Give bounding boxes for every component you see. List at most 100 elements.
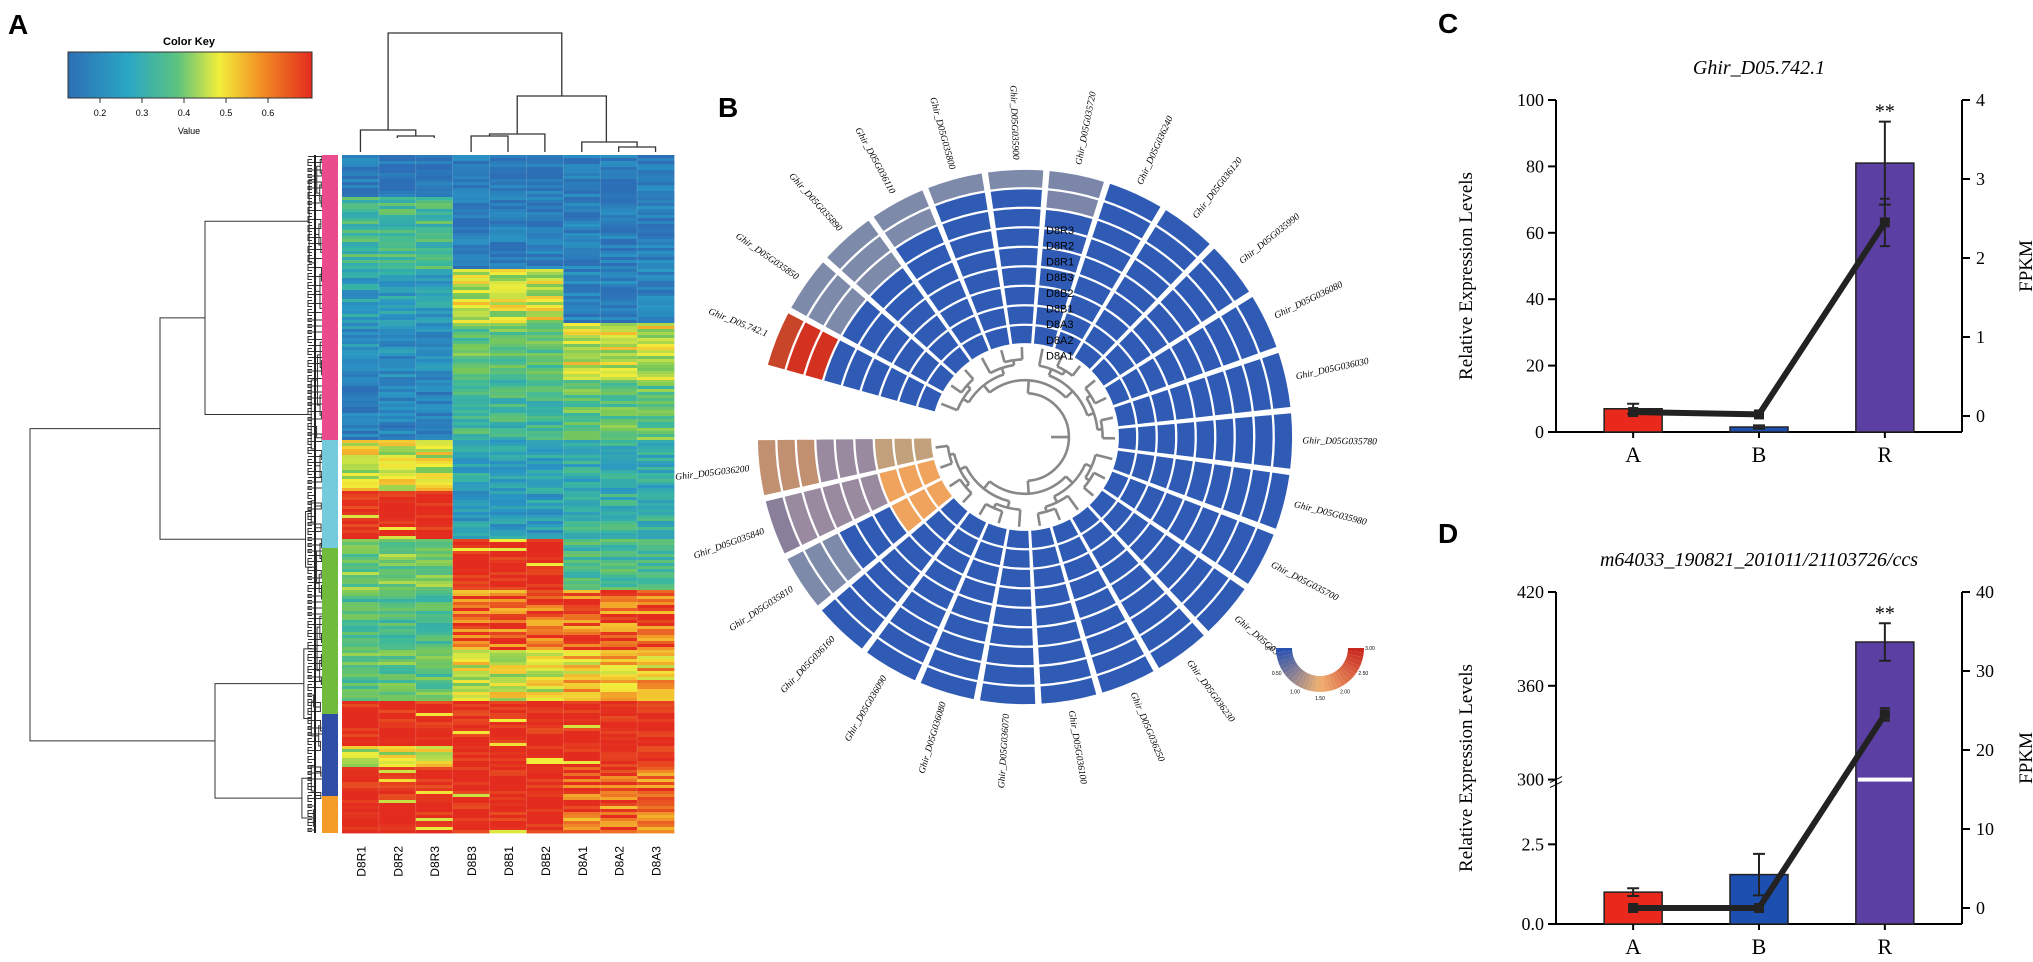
heatmap-cell — [378, 245, 417, 249]
legend-tick-label: 0.00 — [1265, 646, 1275, 652]
ring-cell — [821, 532, 863, 583]
heatmap-cell — [489, 194, 527, 198]
row-dendrogram — [29, 156, 326, 832]
ring-cell — [1216, 520, 1257, 575]
heatmap-cell — [526, 653, 564, 657]
heatmap-cell — [342, 161, 380, 165]
heatmap-cell — [378, 557, 417, 561]
heatmap-cell — [452, 344, 490, 348]
heatmap-cell — [637, 392, 675, 396]
heatmap-cell — [563, 494, 601, 498]
ring-cell — [1115, 511, 1150, 548]
heatmap-cell — [489, 686, 527, 690]
heatmap-cell — [600, 812, 638, 816]
fpkm-point — [1628, 407, 1639, 418]
heatmap-cell — [526, 530, 564, 534]
ring-cell — [1034, 306, 1065, 330]
heatmap-cell — [415, 488, 454, 492]
heatmap-cell — [378, 668, 417, 672]
heatmap-cell — [489, 740, 527, 744]
heatmap-cell — [415, 815, 454, 819]
heatmap-cell — [415, 602, 454, 606]
ring-cell — [1104, 291, 1144, 328]
tree-branch — [1000, 349, 1006, 363]
heatmap-cell — [526, 791, 564, 795]
heatmap-cell — [378, 416, 417, 420]
heatmap-cell — [637, 221, 675, 225]
heatmap-cell — [452, 560, 490, 564]
heatmap-cell — [489, 629, 527, 633]
heatmap-cell — [563, 242, 601, 246]
heatmap-cell — [526, 485, 564, 489]
ring-cell — [973, 540, 1004, 567]
dendrogram-link — [307, 819, 312, 823]
heatmap-cell — [600, 194, 638, 198]
heatmap-cell — [415, 557, 454, 561]
heatmap-cell — [526, 803, 564, 807]
dendrogram-link — [307, 312, 312, 316]
heatmap-cell — [600, 260, 638, 264]
heatmap-cell — [342, 491, 380, 495]
ring-cell — [1240, 468, 1271, 524]
ring-cell — [1151, 491, 1184, 532]
heatmap-cell — [563, 551, 601, 555]
heatmap-cell — [452, 800, 490, 804]
heatmap-cell — [563, 371, 601, 375]
heatmap-cell — [378, 461, 417, 465]
y2-tick-label: 1 — [1976, 327, 1985, 347]
heatmap-cell — [563, 530, 601, 534]
heatmap-cell — [452, 617, 490, 621]
heatmap-cell — [563, 659, 601, 663]
ring-cell — [838, 523, 878, 570]
heatmap-cell — [600, 503, 638, 507]
heatmap-cell — [600, 530, 638, 534]
heatmap-cell — [415, 248, 454, 252]
heatmap-cell — [489, 584, 527, 588]
heatmap-cell — [489, 398, 527, 402]
ring-cell — [950, 315, 983, 345]
heatmap-cell — [452, 647, 490, 651]
gene-label: Ghir_D05G035720 — [1074, 91, 1098, 166]
heatmap-cell — [563, 314, 601, 318]
heatmap-cell — [378, 581, 417, 585]
ring-cell — [1156, 423, 1176, 456]
heatmap-cell — [637, 590, 675, 594]
heatmap-cell — [378, 206, 417, 210]
fpkm-point — [1879, 217, 1890, 228]
heatmap-cell — [600, 701, 638, 705]
dendrogram-link — [307, 621, 312, 625]
heatmap-cell — [342, 263, 380, 267]
heatmap-cell — [415, 785, 454, 789]
heatmap-cell — [563, 284, 601, 288]
heatmap-cell — [637, 257, 675, 261]
heatmap-cell — [600, 419, 638, 423]
heatmap-cell — [452, 818, 490, 822]
heatmap-cell — [342, 734, 380, 738]
heatmap-cell — [563, 305, 601, 309]
heatmap-cell — [600, 200, 638, 204]
heatmap-cell — [563, 590, 601, 594]
heatmap-cell — [563, 488, 601, 492]
heatmap-cell — [342, 737, 380, 741]
tree-branch — [1065, 390, 1074, 399]
ring-cell — [1155, 545, 1198, 590]
heatmap-cell — [526, 509, 564, 513]
heatmap-cell — [600, 482, 638, 486]
heatmap-cell — [563, 617, 601, 621]
heatmap-cell — [342, 746, 380, 750]
heatmap-cell — [526, 278, 564, 282]
heatmap-cell — [452, 206, 490, 210]
heatmap-cell — [342, 554, 380, 558]
heatmap-cell — [342, 464, 380, 468]
heatmap-cell — [600, 248, 638, 252]
ring-cell — [1090, 534, 1127, 568]
heatmap-cell — [563, 200, 601, 204]
heatmap-cell — [526, 680, 564, 684]
legend-segment — [1325, 674, 1334, 692]
heatmap-cell — [563, 794, 601, 798]
heatmap-cell — [526, 821, 564, 825]
heatmap-cell — [489, 524, 527, 528]
heatmap-cell — [637, 578, 675, 582]
heatmap-cell — [563, 479, 601, 483]
